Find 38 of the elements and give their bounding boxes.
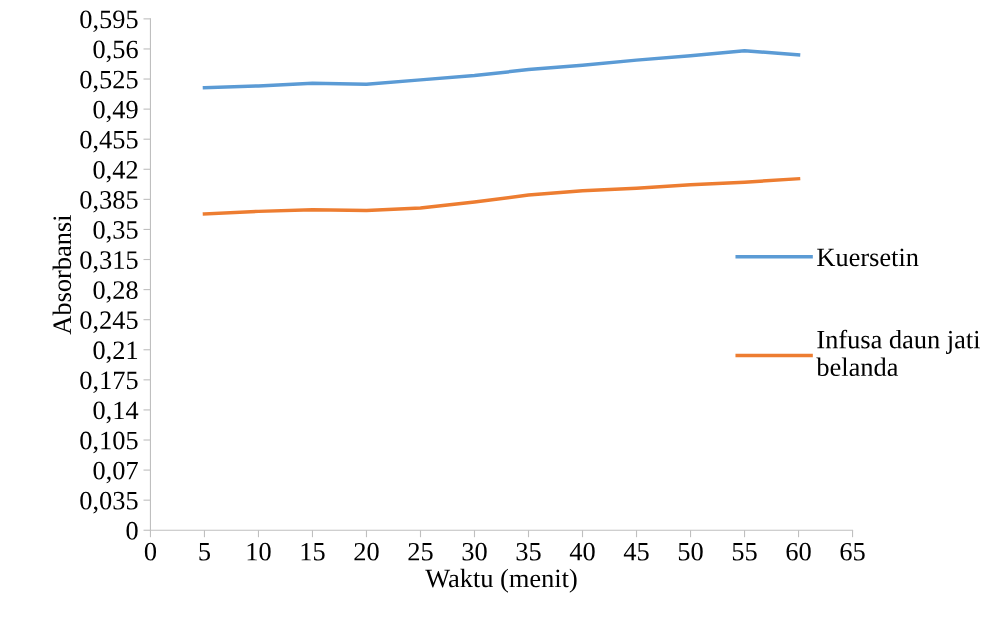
x-tick-label: 60 <box>786 542 811 561</box>
y-tick-label: 0,28 <box>93 281 138 303</box>
x-tick-label: 45 <box>623 542 649 561</box>
x-tick-label: 30 <box>462 542 487 561</box>
x-tick-label: 20 <box>354 542 379 561</box>
x-tick-label: 50 <box>678 542 703 561</box>
y-tick-label: 0 <box>126 521 138 540</box>
x-tick-label: 35 <box>516 542 541 561</box>
y-tick-label: 0,525 <box>80 70 138 93</box>
y-tick-label: 0,07 <box>93 461 138 484</box>
y-tick-label: 0,035 <box>80 491 138 514</box>
y-tick-label: 0,49 <box>93 100 138 123</box>
y-axis-title: Absorbansi <box>52 214 72 335</box>
x-tick-label: 15 <box>301 542 325 561</box>
y-tick-label: 0,14 <box>93 401 139 424</box>
y-tick-label: 0,385 <box>80 190 138 213</box>
x-tick-label: 0 <box>144 542 157 561</box>
x-tick-label: 55 <box>732 543 757 561</box>
x-tick-label: 65 <box>840 542 865 561</box>
legend-label: Infusa daun jati belanda <box>816 329 981 377</box>
x-tick-label: 5 <box>199 543 211 561</box>
y-tick-label: 0,105 <box>80 431 138 454</box>
y-tick-label: 0,315 <box>80 251 138 273</box>
y-tick-label: 0,595 <box>80 10 138 33</box>
x-tick-label: 25 <box>408 542 433 561</box>
y-tick-label: 0,175 <box>80 371 138 394</box>
x-tick-label: 40 <box>569 542 595 561</box>
y-tick-label: 0,35 <box>93 221 138 243</box>
y-tick-label: 0,245 <box>80 311 138 333</box>
x-tick-label: 10 <box>247 542 271 561</box>
line-series <box>202 48 801 90</box>
y-tick-label: 0,21 <box>93 341 138 363</box>
legend-label: Kuersetin <box>817 248 919 267</box>
y-tick-label: 0,56 <box>93 40 138 63</box>
y-tick-label: 0,42 <box>93 160 138 183</box>
line-series <box>202 176 801 216</box>
x-axis-title: Waktu (menit) <box>425 568 577 593</box>
y-tick-label: 0,455 <box>80 130 138 153</box>
